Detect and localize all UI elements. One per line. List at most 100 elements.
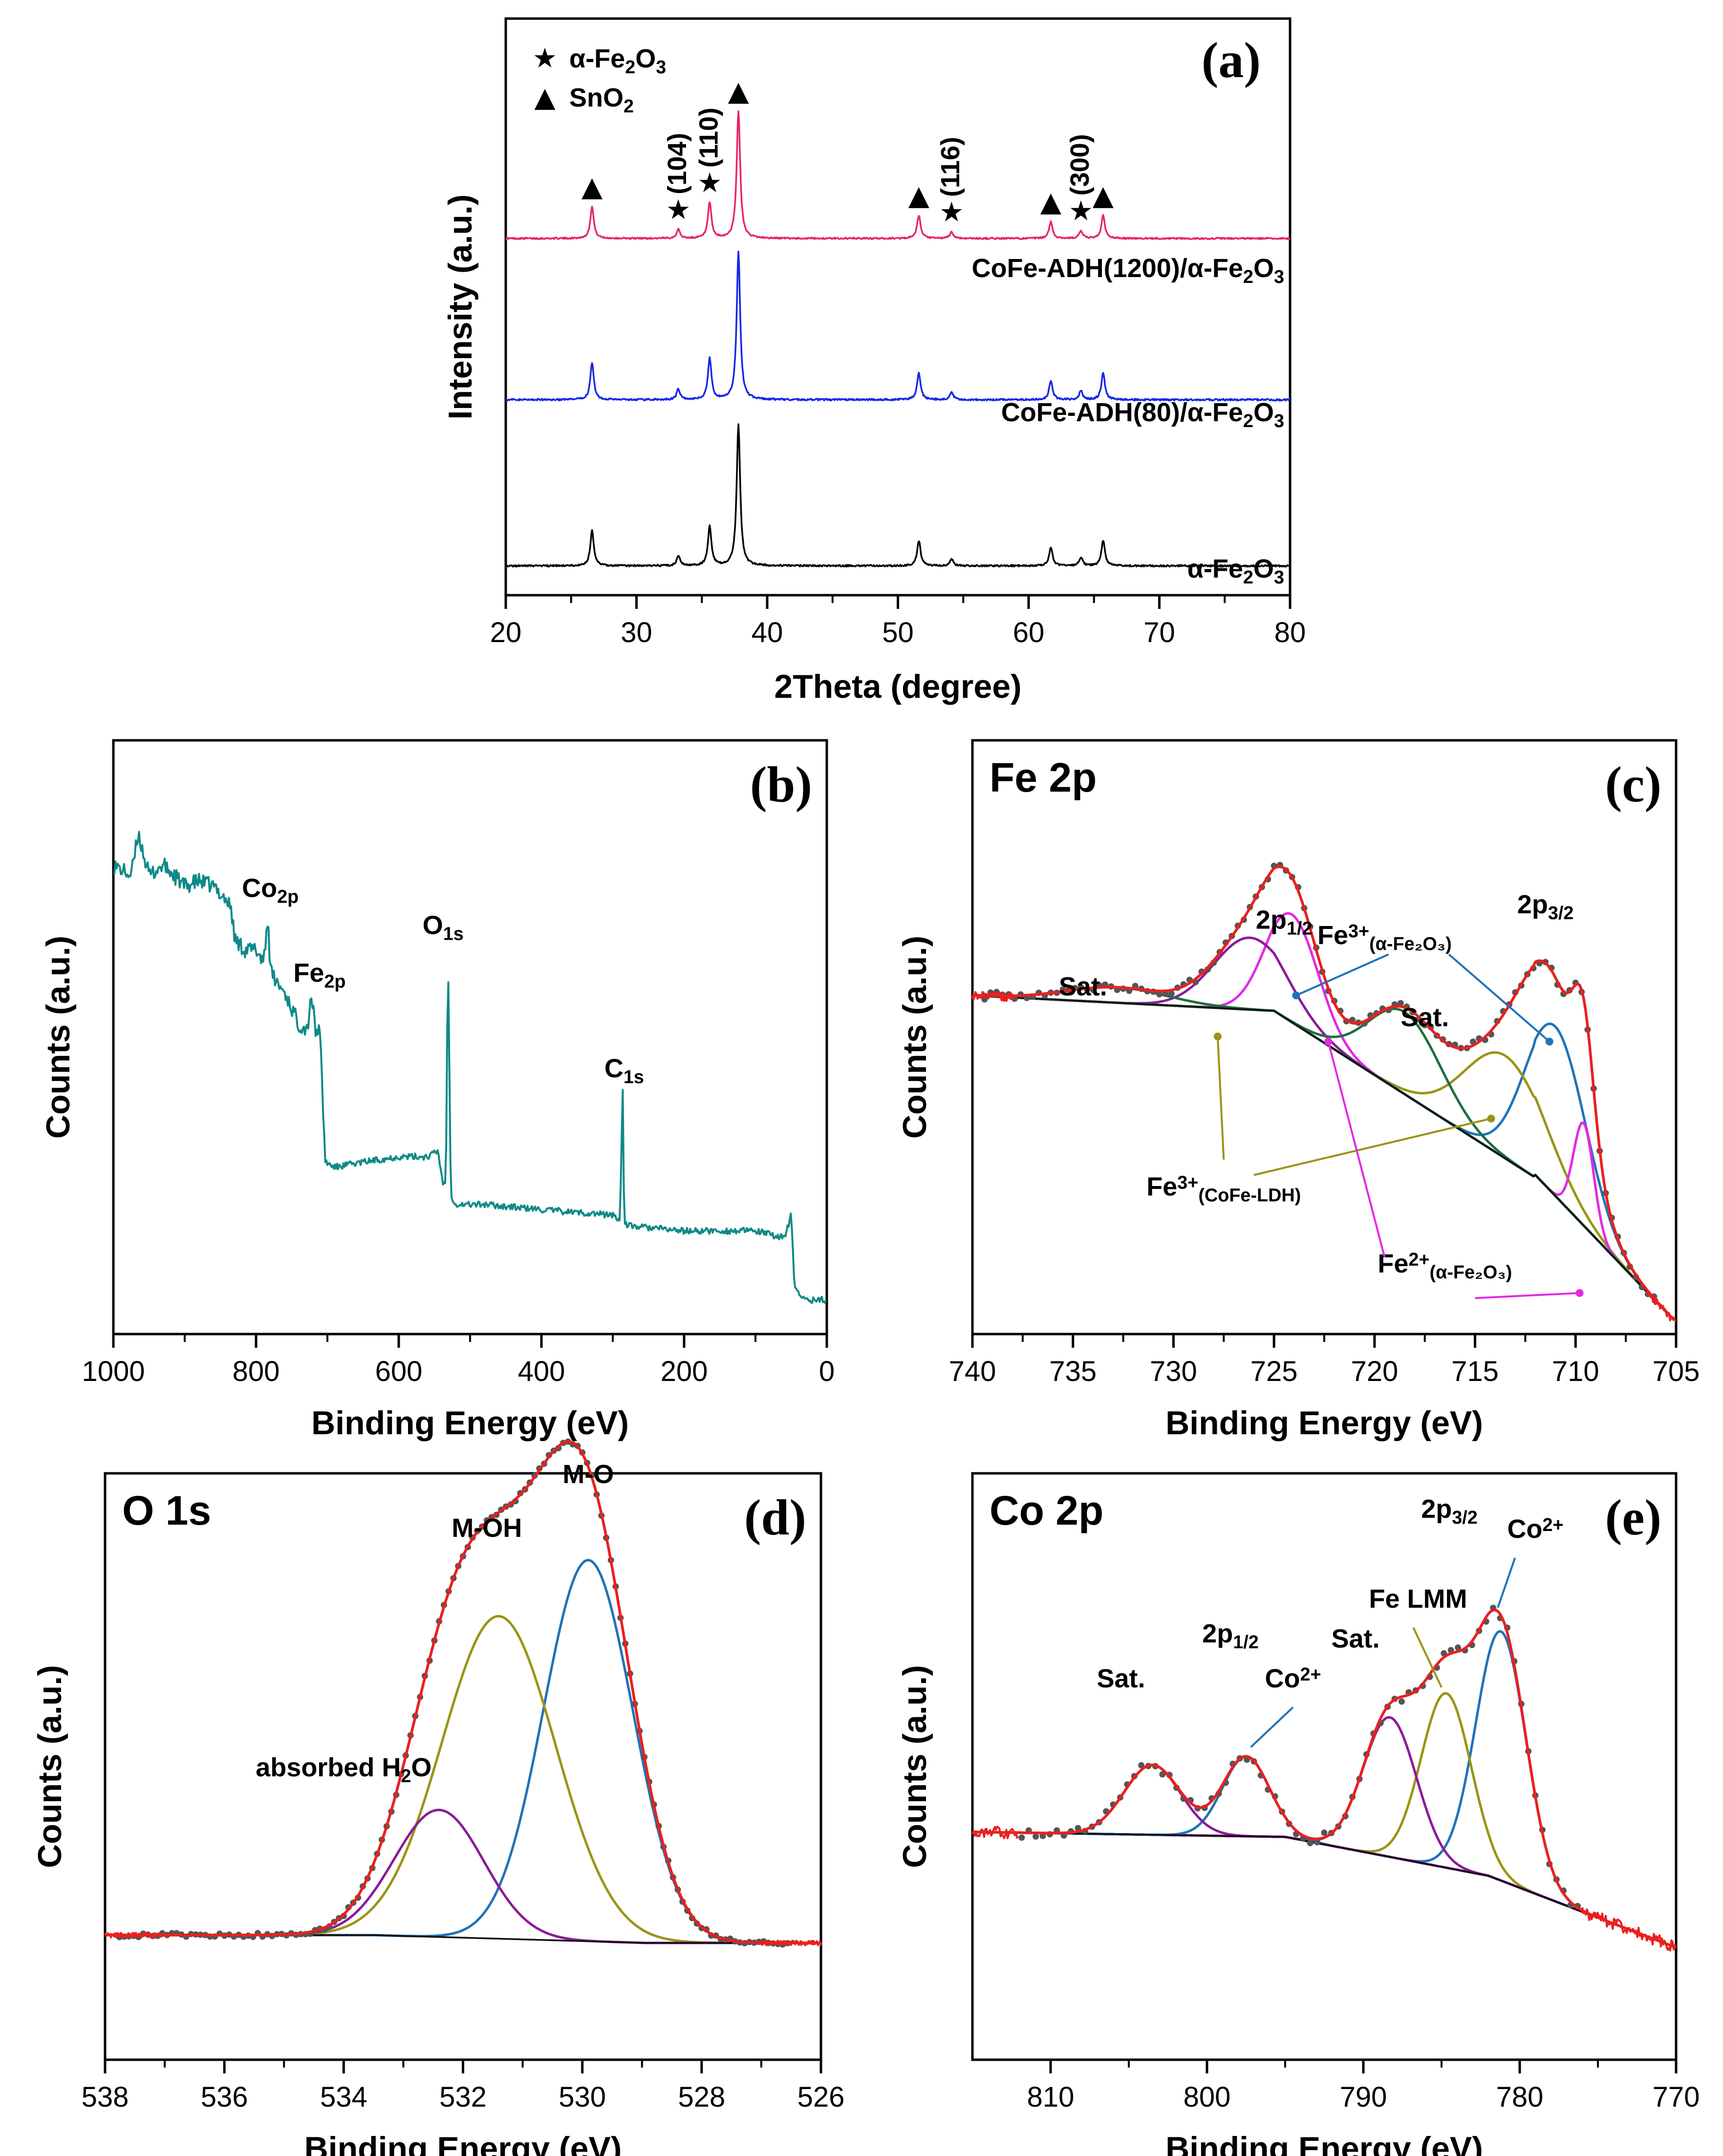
- x-tick-label: 1000: [82, 1356, 145, 1387]
- edge-noise: [971, 1825, 1019, 1839]
- panel-label: (b): [750, 756, 812, 813]
- peak-label: C1s: [604, 1054, 644, 1087]
- xrd-series-line: [505, 250, 1291, 402]
- annotation-arrow: [1216, 1036, 1225, 1160]
- x-tick-label: 30: [621, 617, 652, 648]
- background-line: [972, 994, 1675, 1321]
- star-marker: ★: [697, 167, 722, 199]
- x-tick-label: 532: [439, 2081, 487, 2113]
- component-absorbed-h2o: [105, 1809, 821, 1944]
- edge-noise: [971, 991, 1014, 1002]
- triangle-marker: ▲: [1093, 180, 1114, 212]
- envelope-fit: [972, 865, 1675, 1321]
- y-axis-label: Counts (a.u.): [40, 936, 77, 1139]
- x-tick-label: 600: [375, 1356, 423, 1387]
- panel-a-xrd: 20 30 40 50 60 70 80 2Theta (degree) Intensity (…: [442, 17, 1306, 705]
- panel-label: (c): [1605, 756, 1661, 813]
- x-tick-label: 526: [797, 2081, 845, 2113]
- peak-annotation: Sat.: [1400, 1003, 1449, 1032]
- x-tick-label: 200: [661, 1356, 708, 1387]
- series-label: CoFe-ADH(80)/α-Fe2O3: [1001, 398, 1284, 431]
- series-label: α-Fe2O3: [1187, 554, 1284, 588]
- triangle-marker: ▲: [1040, 186, 1061, 218]
- hkl-label: (110): [694, 108, 723, 168]
- data-point: [1018, 1834, 1025, 1841]
- arrow-head: [1575, 1289, 1584, 1297]
- star-marker: ★: [666, 194, 690, 226]
- panel-label: (d): [744, 1489, 806, 1546]
- x-tick-label: 780: [1496, 2081, 1544, 2113]
- peak-annotation: Fe3+(CoFe-LDH): [1146, 1172, 1301, 1206]
- x-tick-label: 735: [1049, 1356, 1097, 1387]
- x-tick-label: 790: [1340, 2081, 1387, 2113]
- x-tick-label: 740: [949, 1356, 996, 1387]
- annotation-arrow: [1253, 1118, 1491, 1176]
- peak-annotation: Co2+: [1265, 1664, 1321, 1693]
- data-point: [1455, 1644, 1462, 1651]
- panel-d-xps: 538 536 534 532 530 528 526 Binding Energy (eV)…: [31, 1438, 845, 2156]
- annotation-arrow: [1475, 1292, 1580, 1299]
- y-axis-label: Counts (a.u.): [896, 936, 933, 1139]
- x-tick-label: 80: [1274, 617, 1306, 648]
- x-tick-label: 40: [752, 617, 783, 648]
- annotation-arrow: [1295, 953, 1389, 996]
- panel-label: (a): [1202, 32, 1261, 88]
- x-axis-label: Binding Energy (eV): [1165, 2130, 1483, 2156]
- peak-label: Co2p: [242, 873, 299, 907]
- peak-annotation: 2p3/2: [1421, 1494, 1478, 1528]
- triangle-marker: ▲: [908, 180, 929, 212]
- peak-annotation: 2p1/2: [1202, 1619, 1259, 1653]
- arrow-head: [1213, 1033, 1222, 1040]
- x-tick-label: 50: [882, 617, 914, 648]
- x-tick-label: 720: [1351, 1356, 1398, 1387]
- data-point: [1398, 1698, 1405, 1705]
- edge-noise: [760, 1940, 822, 1946]
- triangle-marker: ▲: [582, 171, 603, 203]
- x-tick-label: 528: [678, 2081, 725, 2113]
- x-axis-label: Binding Energy (eV): [1165, 1404, 1483, 1442]
- annotation-arrow: [1497, 1557, 1516, 1608]
- data-point: [1156, 991, 1163, 998]
- peak-annotation: M-OH: [452, 1513, 522, 1543]
- arrow-head: [1324, 1037, 1333, 1046]
- x-tick-label: 725: [1250, 1356, 1298, 1387]
- component-fe-lmm: [972, 1692, 1677, 1949]
- x-axis-label: 2Theta (degree): [774, 668, 1021, 705]
- data-point: [1314, 1839, 1321, 1846]
- annotation-arrow: [1448, 953, 1551, 1043]
- peak-annotation: Fe LMM: [1369, 1584, 1467, 1614]
- peak-annotation: 2p1/2: [1256, 906, 1313, 939]
- peak-annotation: absorbed H2O: [256, 1753, 431, 1787]
- x-tick-label: 810: [1027, 2081, 1075, 2113]
- peak-label: O1s: [423, 910, 464, 944]
- edge-noise: [104, 1932, 165, 1939]
- annotation-arrow: [1412, 1627, 1443, 1688]
- component-co2-2p1-2: [972, 1755, 1677, 1949]
- y-axis-label: Counts (a.u.): [31, 1665, 68, 1868]
- peak-annotation: Co2+: [1507, 1514, 1563, 1544]
- data-point: [1159, 1771, 1166, 1778]
- hkl-label: (116): [936, 137, 965, 197]
- x-axis-label: Binding Energy (eV): [304, 2130, 622, 2156]
- xrd-series-line: [505, 423, 1291, 568]
- background-line: [972, 1831, 1677, 1949]
- data-point: [1138, 1762, 1145, 1768]
- peak-annotation: Sat.: [1097, 1664, 1145, 1693]
- legend-marker: ★: [533, 43, 557, 74]
- peak-label: Fe2p: [293, 958, 345, 992]
- edge-noise: [1581, 1907, 1676, 1952]
- hkl-label: (300): [1065, 134, 1095, 195]
- series-label: CoFe-ADH(1200)/α-Fe2O3: [972, 254, 1284, 287]
- star-marker: ★: [939, 196, 964, 228]
- legend-label: SnO2: [569, 83, 634, 117]
- panel-title: Fe 2p: [990, 755, 1097, 800]
- x-tick-label: 705: [1653, 1356, 1700, 1387]
- y-axis-label: Intensity (a.u.): [442, 194, 479, 420]
- x-tick-label: 534: [320, 2081, 367, 2113]
- x-tick-label: 0: [819, 1356, 835, 1387]
- y-axis-label: Counts (a.u.): [896, 1665, 933, 1868]
- x-tick-label: 800: [233, 1356, 280, 1387]
- component-sat-803: [972, 1764, 1677, 1949]
- peak-annotation: M-O: [562, 1460, 614, 1489]
- x-tick-label: 536: [201, 2081, 248, 2113]
